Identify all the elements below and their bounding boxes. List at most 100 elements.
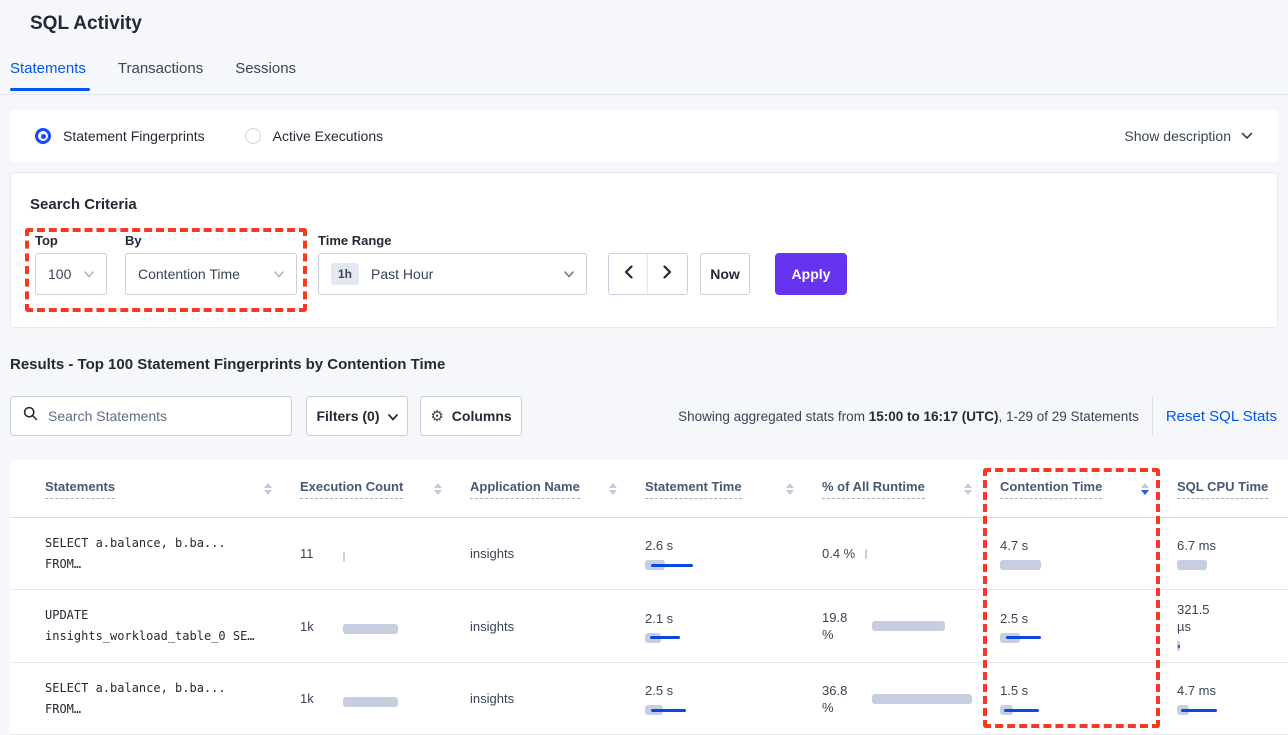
execution-count-cell: 1k xyxy=(300,690,470,707)
page-title: SQL Activity xyxy=(30,13,142,34)
show-description-toggle[interactable]: Show description xyxy=(1124,128,1253,144)
search-statements-field[interactable] xyxy=(10,396,292,436)
columns-label: Columns xyxy=(451,408,512,424)
sort-icon-active-desc[interactable] xyxy=(1141,482,1149,495)
show-description-label: Show description xyxy=(1124,128,1231,144)
radio-selected-icon[interactable] xyxy=(35,128,51,144)
statement-link[interactable]: SELECT a.balance, b.ba... FROM… xyxy=(45,680,226,716)
pct-runtime-bar xyxy=(872,693,992,704)
time-range-select[interactable]: 1h Past Hour xyxy=(318,253,587,295)
statements-table: Statements Execution Count Application N… xyxy=(10,460,1288,735)
reset-sql-stats-link[interactable]: Reset SQL Stats xyxy=(1165,407,1277,425)
sql-cpu-time-cell: 6.7 ms xyxy=(1177,537,1288,570)
radio-statement-fingerprints[interactable]: Statement Fingerprints xyxy=(35,128,205,144)
header-sql-cpu-time[interactable]: SQL CPU Time xyxy=(1177,479,1288,499)
statement-time-bar xyxy=(645,560,765,570)
radio-label: Statement Fingerprints xyxy=(63,128,205,144)
table-row: SELECT a.balance, b.ba... FROM… 1k insig… xyxy=(10,663,1288,735)
time-range-pager xyxy=(608,253,688,295)
header-pct-runtime[interactable]: % of All Runtime xyxy=(822,479,1000,499)
statement-link[interactable]: SELECT a.balance, b.ba... FROM… xyxy=(45,535,226,571)
time-range-value: Past Hour xyxy=(371,266,434,282)
sort-icon[interactable] xyxy=(434,482,442,495)
sort-icon[interactable] xyxy=(609,482,617,495)
columns-button[interactable]: ⚙ Columns xyxy=(420,396,522,436)
chevron-left-icon xyxy=(624,264,633,284)
header-contention-time[interactable]: Contention Time xyxy=(1000,479,1177,499)
execution-count-bar xyxy=(343,624,463,634)
pct-runtime-bar xyxy=(865,548,985,559)
pct-runtime-bar xyxy=(872,621,992,631)
contention-time-bar xyxy=(1000,705,1120,715)
execution-count-cell: 11 xyxy=(300,545,470,562)
top-select-value: 100 xyxy=(48,266,72,282)
execution-count-cell: 1k xyxy=(300,618,470,635)
contention-time-cell: 4.7 s xyxy=(1000,537,1177,570)
filters-button[interactable]: Filters (0) xyxy=(306,396,408,436)
sort-icon[interactable] xyxy=(264,482,272,495)
application-name-cell: insights xyxy=(470,691,515,706)
radio-label: Active Executions xyxy=(272,128,384,144)
chevron-down-icon xyxy=(1241,132,1253,140)
view-mode-card: Statement Fingerprints Active Executions… xyxy=(10,110,1278,162)
chevron-right-icon xyxy=(663,264,672,284)
search-criteria-card xyxy=(10,172,1278,328)
tab-transactions[interactable]: Transactions xyxy=(117,60,204,77)
chevron-down-icon xyxy=(564,270,574,278)
statement-time-cell: 2.5 s xyxy=(645,682,822,715)
sql-cpu-time-cell: 4.7 ms xyxy=(1177,682,1288,715)
next-range-button[interactable] xyxy=(648,254,687,294)
execution-count-bar xyxy=(343,696,463,707)
header-statements[interactable]: Statements xyxy=(45,479,300,499)
sql-cpu-time-bar xyxy=(1177,560,1288,570)
pct-runtime-cell: 36.8 % xyxy=(822,682,1000,716)
top-select[interactable]: 100 xyxy=(35,253,107,295)
statement-link[interactable]: UPDATE insights_workload_table_0 SE… xyxy=(45,608,255,643)
chevron-down-icon xyxy=(387,408,398,424)
table-row: SELECT a.balance, b.ba... FROM… 11 insig… xyxy=(10,518,1288,590)
table-header-row: Statements Execution Count Application N… xyxy=(10,460,1288,518)
stats-zone: Showing aggregated stats from 15:00 to 1… xyxy=(678,396,1277,436)
pct-runtime-cell: 19.8 % xyxy=(822,609,1000,643)
time-range-badge: 1h xyxy=(331,263,360,285)
application-name-cell: insights xyxy=(470,546,515,561)
header-execution-count[interactable]: Execution Count xyxy=(300,479,470,499)
table-row: UPDATE insights_workload_table_0 SE… 1k … xyxy=(10,590,1288,663)
sort-icon[interactable] xyxy=(786,482,794,495)
radio-active-executions[interactable]: Active Executions xyxy=(244,128,384,144)
tab-bar: Statements Transactions Sessions xyxy=(10,60,328,91)
execution-count-bar xyxy=(343,551,463,562)
header-application-name[interactable]: Application Name xyxy=(470,479,645,499)
tab-statements[interactable]: Statements xyxy=(10,60,90,91)
now-button[interactable]: Now xyxy=(700,253,750,295)
time-range-label: Time Range xyxy=(318,233,392,248)
tab-sessions[interactable]: Sessions xyxy=(235,60,297,77)
statement-time-bar xyxy=(645,632,765,643)
contention-time-cell: 2.5 s xyxy=(1000,610,1177,643)
chevron-down-icon xyxy=(274,270,284,278)
gear-icon: ⚙ xyxy=(430,408,444,425)
application-name-cell: insights xyxy=(470,618,515,634)
statement-time-cell: 2.6 s xyxy=(645,537,822,570)
search-criteria-title: Search Criteria xyxy=(30,196,137,213)
showing-stats-text: Showing aggregated stats from 15:00 to 1… xyxy=(678,408,1139,424)
search-input[interactable] xyxy=(48,408,279,424)
tabs-divider xyxy=(0,94,1288,95)
contention-time-bar xyxy=(1000,632,1120,643)
sort-icon[interactable] xyxy=(964,482,972,495)
sql-cpu-time-cell: 321.5 µs xyxy=(1177,601,1288,651)
chevron-down-icon xyxy=(84,270,94,278)
sql-cpu-time-bar xyxy=(1177,641,1288,651)
radio-unselected-icon[interactable] xyxy=(244,128,261,144)
contention-time-bar xyxy=(1000,560,1120,570)
results-heading: Results - Top 100 Statement Fingerprints… xyxy=(10,356,446,373)
header-statement-time[interactable]: Statement Time xyxy=(645,479,822,499)
by-select-value: Contention Time xyxy=(138,266,240,282)
by-label: By xyxy=(125,233,142,248)
statement-time-bar xyxy=(645,705,765,715)
by-select[interactable]: Contention Time xyxy=(125,253,297,295)
divider xyxy=(1151,396,1153,436)
previous-range-button[interactable] xyxy=(609,254,648,294)
apply-button[interactable]: Apply xyxy=(775,253,847,295)
filters-label: Filters (0) xyxy=(316,408,380,424)
